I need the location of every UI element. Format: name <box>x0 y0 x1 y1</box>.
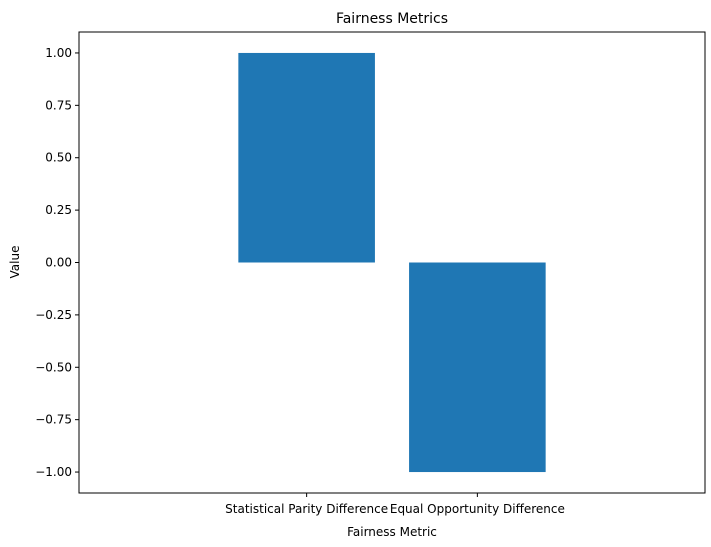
y-tick-label-0: 1.00 <box>45 46 72 60</box>
x-axis-title: Fairness Metric <box>347 525 437 539</box>
y-tick-label-7: −0.75 <box>35 413 72 427</box>
bar-1 <box>409 262 546 473</box>
chart-title: Fairness Metrics <box>336 11 448 27</box>
y-tick-label-2: 0.50 <box>45 151 72 165</box>
bar-0 <box>238 52 375 263</box>
y-tick-label-8: −1.00 <box>35 465 72 479</box>
y-tick-label-5: −0.25 <box>35 308 72 322</box>
x-tick-label-1: Equal Opportunity Difference <box>390 502 565 516</box>
x-tick-label-0: Statistical Parity Difference <box>225 502 388 516</box>
y-tick-label-3: 0.25 <box>45 203 72 217</box>
y-tick-label-6: −0.50 <box>35 360 72 374</box>
bars-group <box>238 52 546 473</box>
x-axis: Statistical Parity Difference Equal Oppor… <box>225 493 565 516</box>
y-tick-label-4: 0.00 <box>45 256 72 270</box>
y-axis: 1.00 0.75 0.50 0.25 0.00 −0.25 −0.50 −0.75 −1.00 <box>35 46 79 479</box>
y-tick-label-1: 0.75 <box>45 98 72 112</box>
y-axis-title: Value <box>8 246 22 279</box>
plot-frame <box>78 31 706 494</box>
